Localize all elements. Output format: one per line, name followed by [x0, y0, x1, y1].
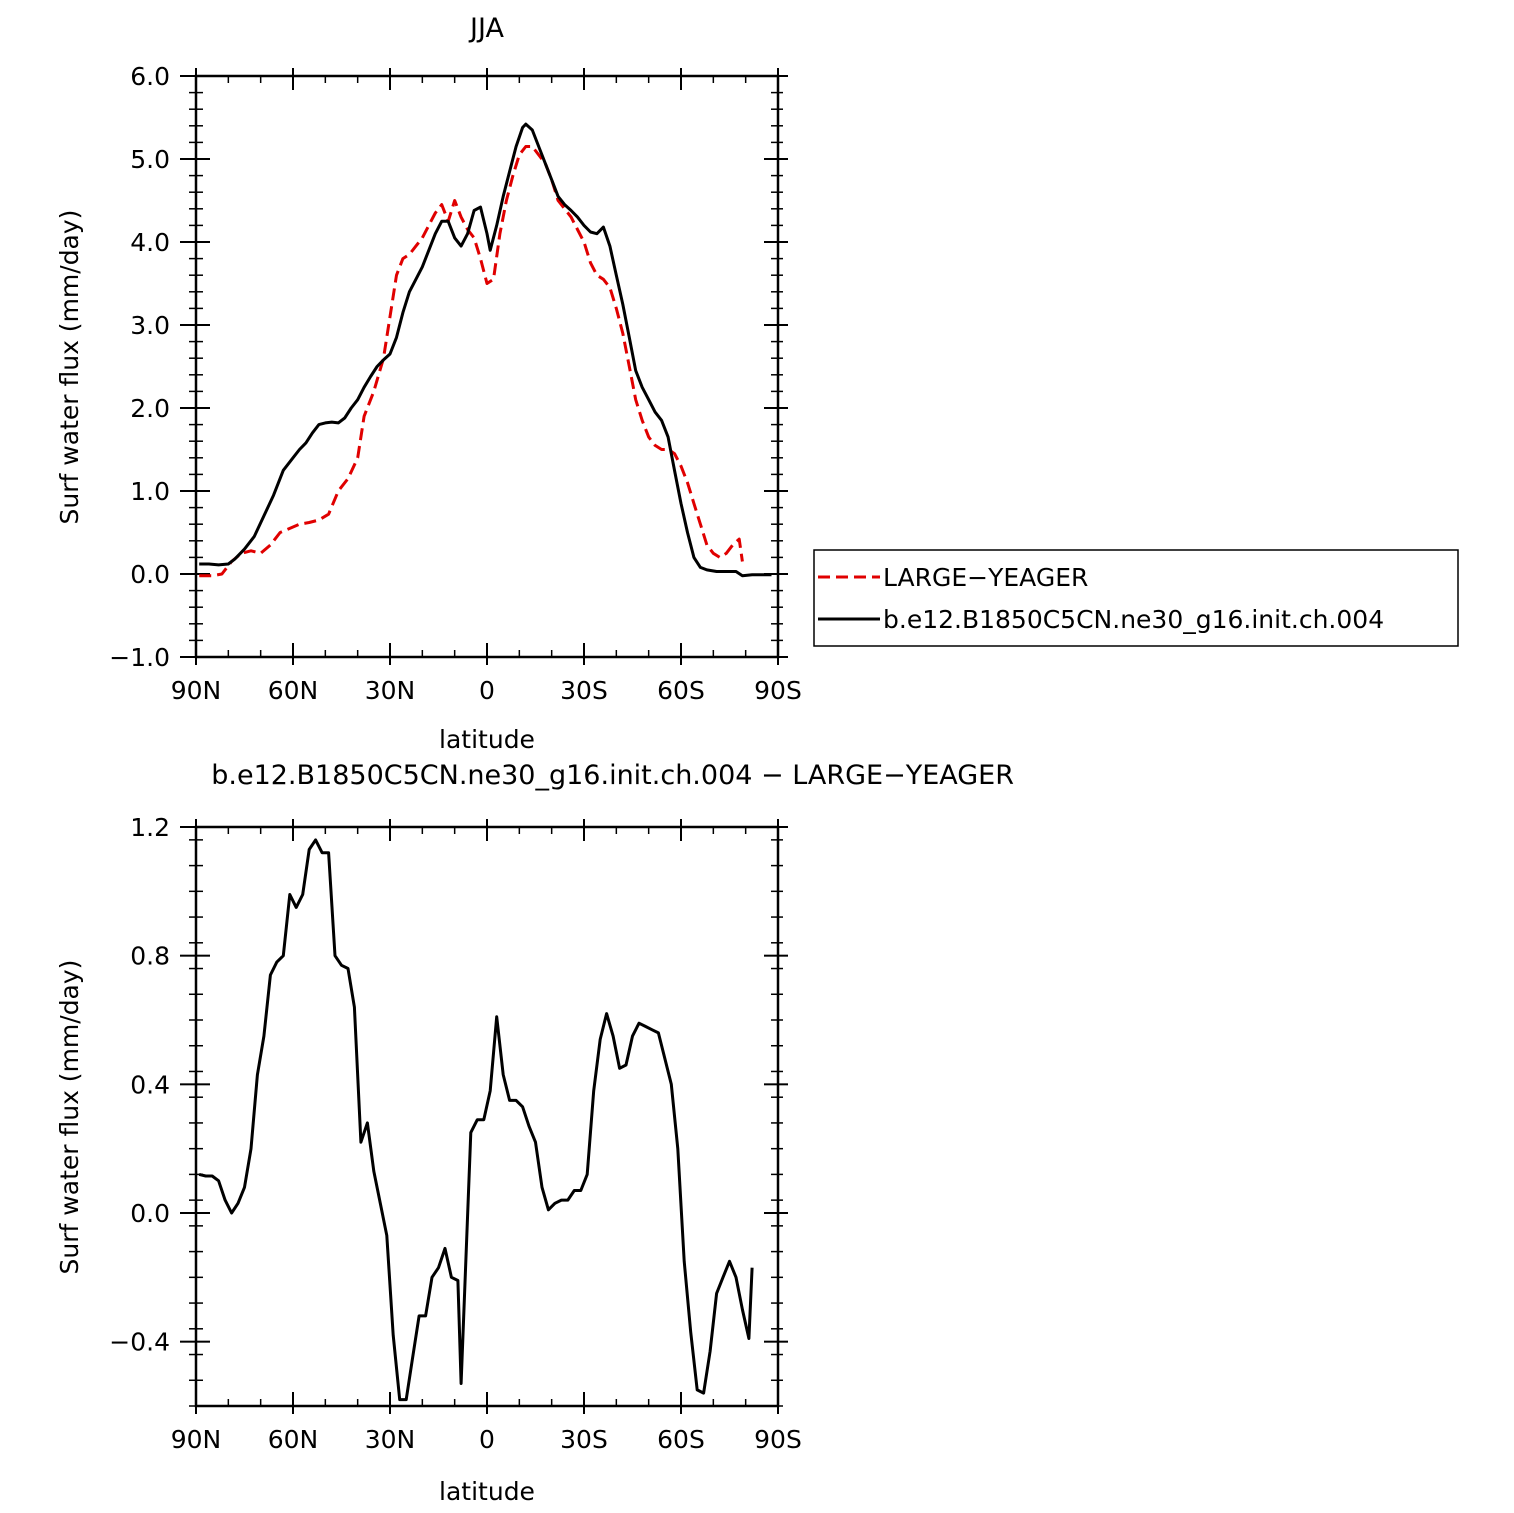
- y-tick-label: 3.0: [130, 311, 170, 340]
- x-tick-label: 30S: [560, 1425, 608, 1454]
- x-tick-label: 30N: [365, 1425, 416, 1454]
- y-tick-label: 0.0: [130, 1199, 170, 1228]
- legend-entry-model: b.e12.B1850C5CN.ne30_g16.init.ch.004: [883, 605, 1384, 634]
- x-tick-label: 60N: [268, 676, 319, 705]
- x-tick-label: 30S: [560, 676, 608, 705]
- y-tick-label: 0.4: [130, 1070, 170, 1099]
- x-tick-label: 0: [479, 676, 495, 705]
- y-tick-label: 6.0: [130, 62, 170, 91]
- legend: LARGE−YEAGER b.e12.B1850C5CN.ne30_g16.in…: [813, 549, 1459, 647]
- y-tick-label: 5.0: [130, 145, 170, 174]
- legend-entry-large-yeager: LARGE−YEAGER: [883, 563, 1088, 592]
- series-line-large-yeager: [199, 145, 744, 578]
- bottom-panel-ticks: 90N 60N 30N 0 30S 60S 90S −0.4 0.0 0.4 0.8 1.2: [109, 813, 802, 1454]
- top-panel-frame: [194, 74, 780, 659]
- x-tick-label: 90S: [754, 676, 802, 705]
- x-tick-label: 90S: [754, 1425, 802, 1454]
- legend-box: [813, 549, 1459, 647]
- top-panel: JJA latitude Surf water flux (mm/day) 90…: [55, 13, 802, 754]
- y-tick-label: 0.8: [130, 942, 170, 971]
- x-tick-label: 90N: [171, 676, 222, 705]
- x-tick-label: 0: [479, 1425, 495, 1454]
- x-tick-label: 60N: [268, 1425, 319, 1454]
- y-tick-label: 4.0: [130, 228, 170, 257]
- y-tick-label: −1.0: [109, 643, 170, 672]
- top-panel-series: [199, 122, 772, 578]
- y-tick-label: −0.4: [109, 1328, 170, 1357]
- top-panel-ticks: 90N 60N 30N 0 30S 60S 90S −1.0 0.0 1.0 2.0 3.0 4.0 5.…: [109, 62, 802, 705]
- x-tick-label: 60S: [657, 676, 705, 705]
- top-panel-title: JJA: [468, 13, 504, 44]
- top-panel-ylabel: Surf water flux (mm/day): [55, 210, 84, 525]
- x-tick-label: 60S: [657, 1425, 705, 1454]
- bottom-panel-series: [198, 838, 754, 1402]
- bottom-panel-ylabel: Surf water flux (mm/day): [55, 960, 84, 1275]
- x-tick-label: 30N: [365, 676, 416, 705]
- y-tick-label: 2.0: [130, 394, 170, 423]
- series-line-difference: [198, 838, 754, 1402]
- y-tick-label: 1.2: [130, 813, 170, 842]
- bottom-panel-title: b.e12.B1850C5CN.ne30_g16.init.ch.004 − L…: [211, 760, 1014, 791]
- x-tick-label: 90N: [171, 1425, 222, 1454]
- top-panel-xlabel: latitude: [439, 725, 535, 754]
- bottom-panel-xlabel: latitude: [439, 1477, 535, 1506]
- bottom-panel-frame: [194, 825, 780, 1408]
- y-tick-label: 1.0: [130, 477, 170, 506]
- bottom-panel: b.e12.B1850C5CN.ne30_g16.init.ch.004 − L…: [55, 760, 1014, 1506]
- y-tick-label: 0.0: [130, 560, 170, 589]
- series-line-model: [199, 122, 772, 578]
